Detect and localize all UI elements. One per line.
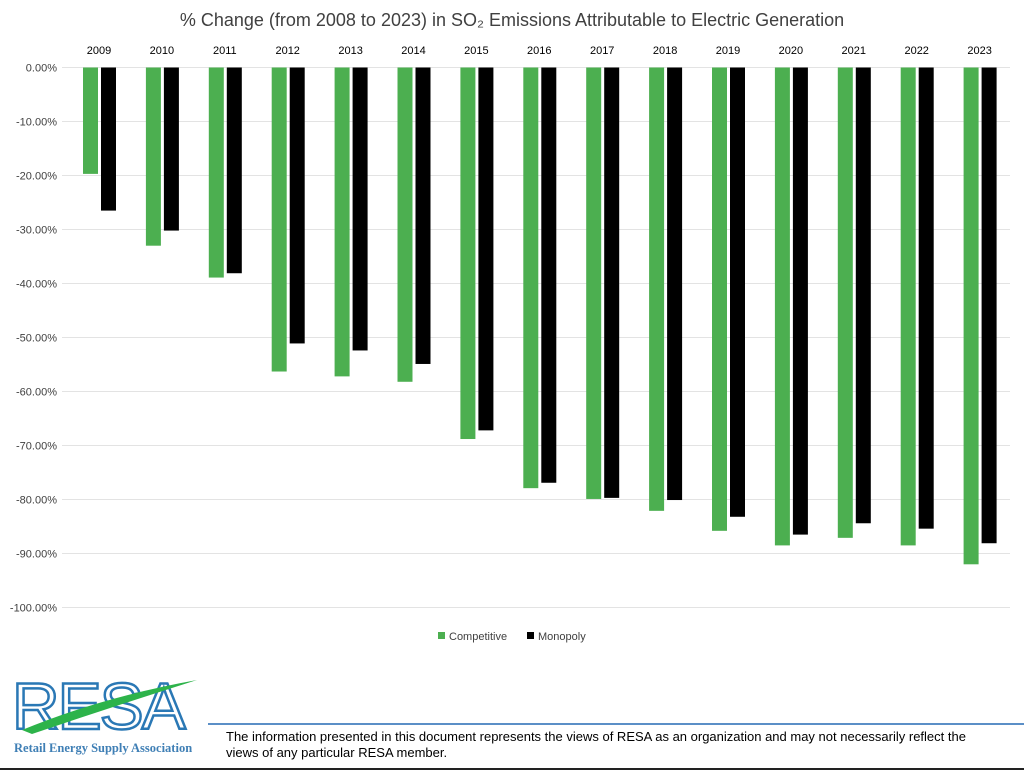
bar-competitive: [397, 67, 413, 382]
y-tick-label: -40.00%: [16, 279, 57, 291]
x-tick-label: 2016: [527, 45, 551, 57]
x-tick-label: 2010: [150, 45, 174, 57]
bar-monopoly: [415, 67, 431, 364]
bar-competitive: [334, 67, 350, 377]
y-tick-label: -30.00%: [16, 225, 57, 237]
x-tick-label: 2019: [716, 45, 740, 57]
bar-monopoly: [289, 67, 305, 344]
bar-monopoly: [163, 67, 179, 231]
bar-competitive: [208, 67, 224, 278]
bar-competitive: [712, 67, 727, 531]
bar-monopoly: [478, 67, 494, 431]
y-tick-label: -20.00%: [16, 171, 57, 183]
chart-title: % Change (from 2008 to 2023) in SO₂ Emis…: [179, 10, 845, 30]
legend-label: Monopoly: [538, 631, 586, 643]
footer-divider: [208, 723, 1024, 725]
x-tick-label: 2014: [401, 45, 425, 57]
bar-monopoly: [730, 67, 745, 517]
bar-monopoly: [101, 67, 116, 211]
bar-competitive: [774, 67, 790, 546]
y-tick-label: -60.00%: [16, 387, 57, 399]
bottom-border: [0, 768, 1024, 770]
bar-monopoly: [352, 67, 368, 351]
disclaimer-text: The information presented in this docume…: [226, 729, 966, 760]
bar-monopoly: [541, 67, 557, 483]
bar-monopoly: [918, 67, 934, 529]
x-tick-label: 2011: [213, 45, 237, 57]
bar-competitive: [523, 67, 539, 489]
x-tick-label: 2012: [275, 45, 299, 57]
x-tick-label: 2015: [464, 45, 488, 57]
x-tick-label: 2018: [653, 45, 677, 57]
bar-competitive: [649, 67, 665, 511]
bar-competitive: [145, 67, 161, 246]
y-tick-label: 0.00%: [26, 63, 57, 75]
bar-competitive: [460, 67, 476, 440]
y-tick-label: -80.00%: [16, 495, 57, 507]
x-tick-label: 2009: [87, 45, 111, 57]
logo-subtitle: Retail Energy Supply Association: [14, 741, 192, 755]
resa-logo: RESA Retail Energy Supply Association: [11, 668, 207, 762]
x-tick-label: 2023: [967, 45, 991, 57]
x-tick-label: 2021: [842, 45, 866, 57]
x-tick-label: 2020: [779, 45, 803, 57]
bar-competitive: [83, 67, 98, 174]
y-tick-label: -90.00%: [16, 549, 57, 561]
bar-monopoly: [981, 67, 997, 544]
x-tick-label: 2017: [590, 45, 614, 57]
bar-chart: 0.00% -10.00% -20.00% -30.00% -40.00% -50.00%…: [10, 45, 1010, 643]
bar-monopoly: [226, 67, 242, 274]
y-tick-label: -10.00%: [16, 117, 57, 129]
bar-monopoly: [792, 67, 808, 535]
logo-swoosh: [22, 680, 197, 734]
y-tick-label: -100.00%: [10, 603, 57, 615]
bar-competitive: [963, 67, 979, 565]
legend-swatch-monopoly: [527, 632, 534, 639]
y-tick-label: -50.00%: [16, 333, 57, 345]
y-tick-label: -70.00%: [16, 441, 57, 453]
legend-swatch-competitive: [438, 632, 445, 639]
bar-monopoly: [855, 67, 871, 524]
x-tick-label: 2022: [904, 45, 928, 57]
bar-monopoly: [604, 67, 620, 498]
legend-label: Competitive: [449, 631, 507, 643]
bar-competitive: [837, 67, 853, 538]
x-tick-label: 2013: [338, 45, 362, 57]
bar-competitive: [586, 67, 602, 499]
bar-competitive: [271, 67, 287, 372]
bar-competitive: [900, 67, 916, 546]
bar-monopoly: [667, 67, 683, 501]
